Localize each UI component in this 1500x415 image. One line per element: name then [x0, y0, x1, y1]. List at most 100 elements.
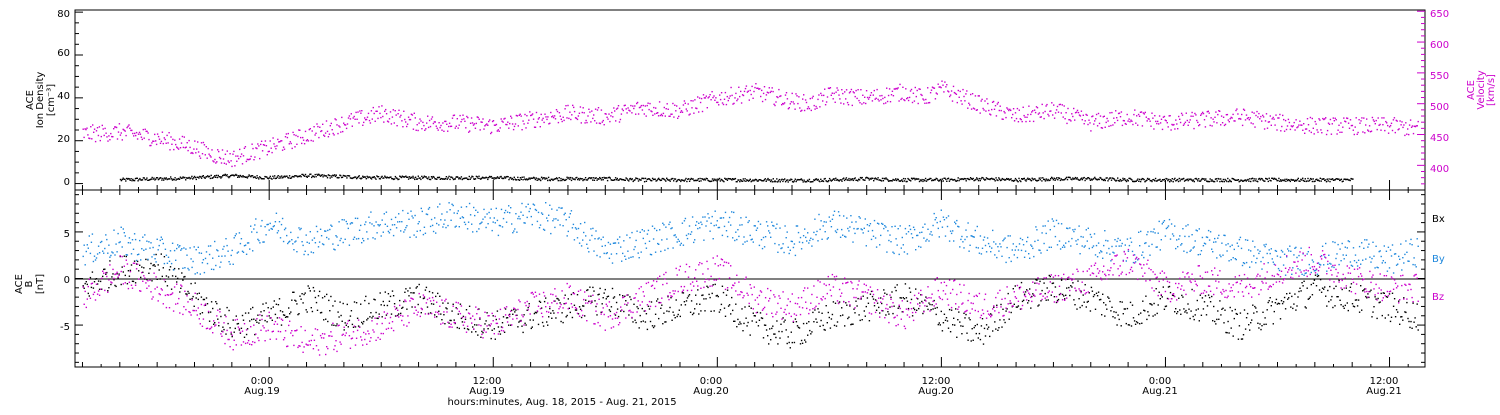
b-bx-point: [494, 328, 495, 329]
b-bx-point: [762, 318, 763, 319]
velocity-point: [957, 102, 958, 103]
density-point: [174, 179, 175, 180]
b-bx-point: [808, 321, 809, 322]
velocity-point: [169, 149, 170, 150]
density-point: [423, 177, 424, 178]
velocity-point: [100, 140, 101, 141]
b-bx-point: [844, 325, 845, 326]
velocity-point: [537, 122, 538, 123]
b-by-point: [476, 231, 477, 232]
b-bx-point: [604, 292, 605, 293]
velocity-point: [891, 94, 892, 95]
velocity-point: [573, 107, 574, 108]
b-by-point: [261, 220, 262, 221]
density-point: [215, 177, 216, 178]
velocity-point: [1153, 128, 1154, 129]
velocity-point: [728, 100, 729, 101]
b-by-point: [219, 266, 220, 267]
b-bx-point: [848, 317, 849, 318]
velocity-point: [1270, 115, 1271, 116]
b-by-point: [274, 225, 275, 226]
velocity-point: [1222, 122, 1223, 123]
b-by-point: [226, 245, 227, 246]
velocity-point: [521, 129, 522, 130]
velocity-point: [949, 96, 950, 97]
b-bx-point: [407, 290, 408, 291]
density-point: [995, 177, 996, 178]
b-bx-point: [321, 312, 322, 313]
b-bx-point: [839, 301, 840, 302]
b-by-point: [335, 235, 336, 236]
velocity-point: [202, 153, 203, 154]
velocity-point: [797, 103, 798, 104]
density-point: [736, 181, 737, 182]
b-by-point: [609, 258, 610, 259]
density-point: [705, 179, 706, 180]
density-point: [340, 175, 341, 176]
b-bx-point: [858, 314, 859, 315]
b-bx-point: [803, 323, 804, 324]
b-bx-point: [1274, 311, 1275, 312]
b-bx-point: [590, 296, 591, 297]
density-point: [1302, 178, 1303, 179]
b-by-point: [540, 224, 541, 225]
b-by-point: [332, 243, 333, 244]
b-bx-point: [404, 292, 405, 293]
b-by-point: [428, 208, 429, 209]
b-bx-point: [1201, 315, 1202, 316]
b-bx-point: [770, 339, 771, 340]
velocity-point: [1407, 128, 1408, 129]
density-point: [266, 176, 267, 177]
velocity-point: [1284, 131, 1285, 132]
density-point: [1326, 181, 1327, 182]
velocity-point: [225, 154, 226, 155]
b-bx-point: [364, 300, 365, 301]
velocity-point: [634, 105, 635, 106]
density-point: [849, 180, 850, 181]
b-bx-point: [1180, 314, 1181, 315]
density-point: [130, 180, 131, 181]
velocity-point: [517, 115, 518, 116]
density-point: [977, 178, 978, 179]
b-bx-point: [1374, 296, 1375, 297]
velocity-point: [1206, 115, 1207, 116]
density-point: [269, 177, 270, 178]
velocity-point: [618, 105, 619, 106]
b-bx-point: [1285, 308, 1286, 309]
b-by-point: [224, 255, 225, 256]
velocity-point: [714, 100, 715, 101]
b-bx-point: [617, 308, 618, 309]
density-point: [1154, 180, 1155, 181]
b-bx-point: [1098, 292, 1099, 293]
velocity-point: [721, 92, 722, 93]
b-bx-point: [312, 311, 313, 312]
velocity-point: [347, 123, 348, 124]
velocity-point: [1231, 117, 1232, 118]
b-bx-point: [1267, 309, 1268, 310]
density-point: [510, 177, 511, 178]
b-bx-point: [915, 288, 916, 289]
density-point: [383, 177, 384, 178]
b-bx-point: [192, 296, 193, 297]
velocity-point: [700, 102, 701, 103]
b-bx-point: [980, 339, 981, 340]
b-bx-point: [1244, 309, 1245, 310]
velocity-point: [613, 107, 614, 108]
velocity-point: [1402, 127, 1403, 128]
velocity-point: [134, 133, 135, 134]
top-right-tick-600: 600: [1430, 40, 1449, 51]
velocity-point: [825, 104, 826, 105]
b-bx-point: [440, 313, 441, 314]
b-bx-point: [932, 308, 933, 309]
b-bx-point: [528, 307, 529, 308]
velocity-point: [1108, 126, 1109, 127]
velocity-point: [1281, 126, 1282, 127]
velocity-point: [1228, 119, 1229, 120]
b-by-point: [630, 257, 631, 258]
velocity-point: [127, 126, 128, 127]
density-point: [519, 180, 520, 181]
b-bx-point: [703, 298, 704, 299]
velocity-point: [95, 141, 96, 142]
velocity-point: [284, 149, 285, 150]
velocity-point: [357, 111, 358, 112]
